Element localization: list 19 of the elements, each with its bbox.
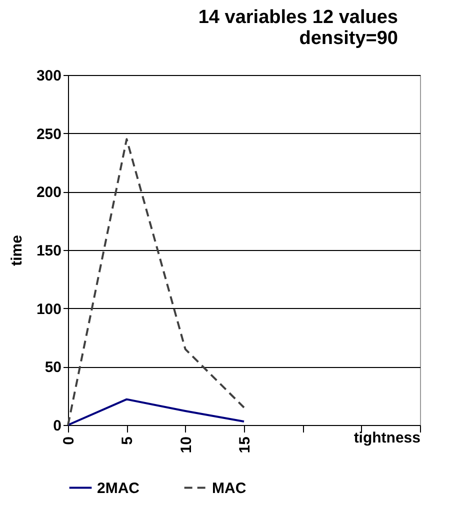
y-tick-label: 100 (36, 300, 62, 318)
x-tick-label: 0 (60, 436, 78, 445)
y-tick-label: 250 (36, 126, 62, 143)
x-tick-label: 5 (119, 436, 136, 445)
y-tick-label: 300 (36, 68, 62, 84)
legend-label: MAC (212, 480, 246, 497)
text: density=90 (299, 28, 398, 49)
y-tick-label: 200 (36, 184, 62, 202)
x-tick-label: 15 (236, 436, 254, 454)
x-tick-label: 10 (178, 436, 195, 454)
y-axis-title: time (8, 235, 26, 266)
y-tick-label: 0 (53, 418, 62, 434)
line-series (67, 138, 245, 426)
text: 14 variables 12 values (198, 7, 398, 28)
legend-label: 2MAC (97, 480, 140, 497)
x-axis-title: tightness (354, 430, 420, 446)
y-tick-label: 50 (44, 359, 62, 376)
y-tick-label: 150 (36, 242, 62, 260)
line-series (67, 398, 245, 426)
